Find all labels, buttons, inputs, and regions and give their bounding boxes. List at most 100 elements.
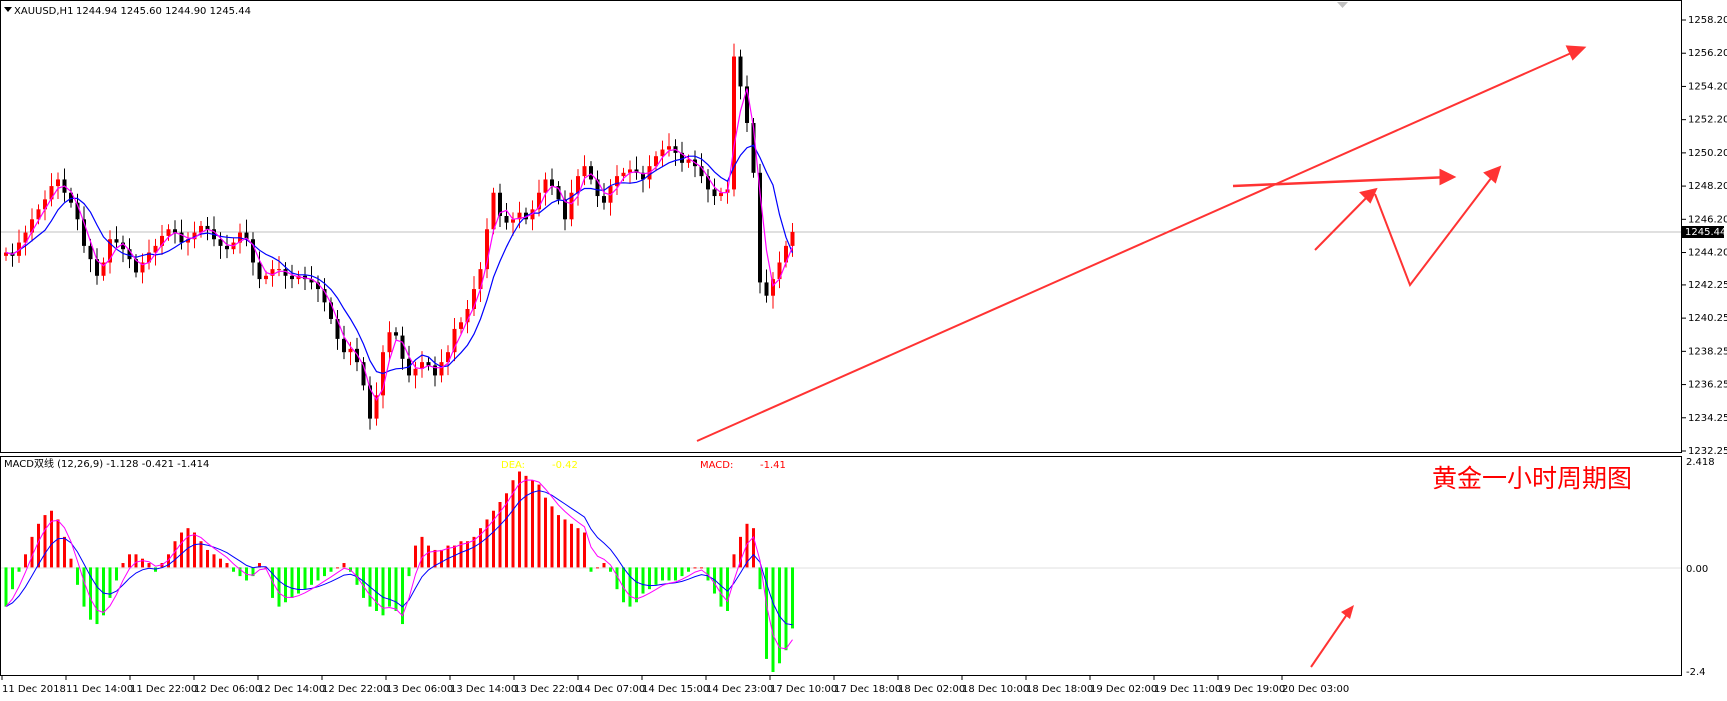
price-tick-label: 1236.25	[1688, 380, 1727, 391]
macd-bar	[401, 567, 404, 625]
price-panel-frame	[0, 0, 1682, 453]
candle-body	[459, 322, 463, 329]
candle-body	[153, 245, 158, 253]
candle-body	[478, 269, 483, 290]
candle-body	[563, 199, 567, 220]
macd-bar	[17, 567, 21, 572]
macd-bar	[700, 567, 703, 569]
candle-body	[95, 259, 99, 276]
trendline-arrow	[696, 49, 1579, 442]
trendline-arrowhead	[1565, 45, 1587, 61]
candle-body	[257, 262, 262, 280]
macd-bar	[726, 567, 729, 611]
time-tick-label: 18 Dec 02:00	[898, 684, 965, 695]
macd-bar	[303, 567, 307, 590]
time-tick-label: 11 Dec 14:00	[66, 684, 133, 695]
candle-body	[387, 332, 392, 353]
price-tick-label: 1240.25	[1688, 313, 1727, 324]
macd-bar	[212, 554, 216, 568]
candle-body	[121, 242, 125, 250]
candle-body	[667, 146, 671, 150]
macd-bar	[745, 523, 749, 568]
macd-bar	[238, 567, 242, 577]
candle-body	[173, 229, 177, 233]
macd-bar	[765, 567, 768, 659]
time-tick-label: 11 Dec 22:00	[130, 684, 197, 695]
macd-value-label: MACD:	[700, 460, 733, 471]
macd-bar	[674, 567, 677, 581]
macd-bar	[297, 567, 300, 594]
time-tick-label: 14 Dec 15:00	[642, 684, 709, 695]
macd-bar	[459, 541, 463, 568]
macd-bar	[50, 510, 53, 568]
macd-bar	[89, 567, 92, 620]
macd-bar	[687, 567, 690, 572]
scroll-marker-icon[interactable]	[1337, 2, 1348, 8]
macd-bar	[583, 532, 586, 568]
time-tick-label: 18 Dec 10:00	[962, 684, 1029, 695]
price-axis: 1258.20 1256.20 1254.20 1252.20 1250.20 1248.…	[1682, 15, 1727, 457]
candle-body	[316, 282, 320, 290]
candle-body	[179, 232, 184, 243]
candle-body	[686, 159, 691, 163]
candle-body	[569, 192, 574, 220]
candle-body	[147, 252, 151, 263]
candle-body	[413, 368, 418, 376]
macd-bar	[427, 545, 430, 568]
time-tick-label: 13 Dec 22:00	[514, 684, 581, 695]
macd-bar	[466, 541, 469, 568]
macd-bar	[661, 567, 664, 581]
candle-body	[127, 249, 132, 260]
dropdown-triangle-icon[interactable]	[4, 7, 12, 12]
macd-bar	[108, 567, 112, 598]
time-tick-label: 19 Dec 02:00	[1090, 684, 1157, 695]
price-tick-label: 1250.20	[1688, 148, 1727, 159]
macd-bar	[329, 567, 333, 572]
zigzag-up-1-head	[1359, 187, 1378, 204]
macd-bar	[323, 567, 326, 577]
macd-bar	[37, 523, 40, 568]
candle-body	[426, 362, 431, 366]
macd-bar	[635, 567, 638, 603]
macd-bar	[524, 475, 528, 568]
ma-slow-line	[5, 144, 794, 375]
macd-bar	[251, 567, 255, 577]
macd-bar	[518, 471, 521, 568]
candle-body	[225, 245, 229, 250]
zigzag-up-1	[1314, 191, 1373, 251]
candle-body	[329, 302, 333, 319]
macd-bar	[219, 558, 222, 568]
candle-body	[719, 192, 723, 197]
macd-tick-bottom: -2.4	[1686, 667, 1706, 678]
price-tick-label: 1244.20	[1688, 248, 1727, 259]
macd-bar	[791, 567, 794, 629]
candle-body	[550, 179, 554, 187]
candle-body	[712, 189, 717, 197]
candle-body	[504, 215, 509, 223]
macd-bar	[648, 567, 651, 590]
macd-bar	[557, 515, 560, 568]
macd-bar	[505, 493, 508, 568]
dea-value: -0.42	[552, 460, 578, 471]
macd-bar	[206, 549, 209, 568]
macd-bar	[531, 480, 534, 568]
dea-label: DEA:	[501, 460, 525, 471]
candle-body	[4, 252, 8, 256]
macd-bar	[570, 523, 573, 568]
candle-body	[784, 245, 788, 263]
ma-fast-line	[5, 88, 794, 401]
macd-bar	[563, 519, 567, 568]
candle-body	[270, 269, 275, 276]
macd-bar	[622, 567, 625, 603]
macd-bar	[472, 536, 476, 568]
candle-body	[244, 232, 249, 240]
price-tick-label: 1256.20	[1688, 48, 1727, 59]
macd-signal-line	[5, 490, 793, 626]
macd-line	[5, 479, 793, 650]
time-tick-label: 17 Dec 18:00	[834, 684, 901, 695]
macd-bar	[479, 528, 482, 568]
candle-body	[465, 308, 470, 323]
candle-body	[420, 362, 424, 369]
macd-bar	[771, 567, 775, 672]
macd-bar	[134, 554, 138, 568]
